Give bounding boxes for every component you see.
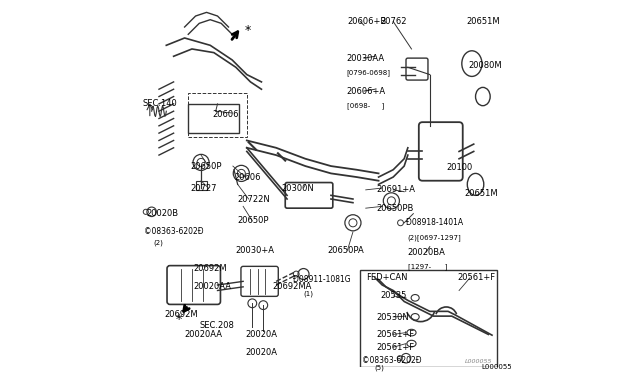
Text: 20762: 20762 <box>380 17 407 26</box>
Text: *: * <box>245 24 252 37</box>
Text: [0698-     ]: [0698- ] <box>347 102 384 109</box>
Text: 20691+A: 20691+A <box>377 185 416 194</box>
Text: 20650PB: 20650PB <box>377 203 414 213</box>
Bar <box>360 270 497 368</box>
Text: 20080M: 20080M <box>468 61 502 70</box>
Text: 20020B: 20020B <box>146 209 179 218</box>
Text: [0796-0698]: [0796-0698] <box>347 70 390 76</box>
Text: (5): (5) <box>374 364 384 371</box>
Text: FED+CAN: FED+CAN <box>365 273 407 282</box>
Text: (2)[0697-1297]: (2)[0697-1297] <box>408 234 461 241</box>
Text: 20020AA: 20020AA <box>184 330 223 339</box>
Text: [1297-      ]: [1297- ] <box>408 263 447 270</box>
Text: (1): (1) <box>303 291 314 298</box>
Text: 20727: 20727 <box>190 183 216 193</box>
Text: 20650PA: 20650PA <box>327 246 364 255</box>
Text: 20650P: 20650P <box>237 217 269 225</box>
Text: L000055: L000055 <box>465 359 492 364</box>
Text: SEC.208: SEC.208 <box>199 321 234 330</box>
Text: 20606: 20606 <box>234 173 260 182</box>
Text: 20651M: 20651M <box>465 189 498 198</box>
Bar <box>196 181 207 190</box>
Text: ©08363-6202Đ: ©08363-6202Đ <box>362 356 422 365</box>
Text: (2): (2) <box>154 240 163 246</box>
Text: 20561+F: 20561+F <box>377 330 415 339</box>
Text: Ð08911-1081G: Ð08911-1081G <box>292 275 350 284</box>
Text: 20651M: 20651M <box>467 17 500 26</box>
Text: 20530N: 20530N <box>377 314 410 323</box>
Text: L000055: L000055 <box>481 364 511 371</box>
Text: Ð08918-1401A: Ð08918-1401A <box>406 218 463 227</box>
Text: 20692M: 20692M <box>194 264 227 273</box>
Text: 20300N: 20300N <box>282 183 314 193</box>
Text: *: * <box>175 313 182 326</box>
Text: 20561+F: 20561+F <box>377 343 415 352</box>
Text: 20020BA: 20020BA <box>408 248 445 257</box>
Text: SEC.140: SEC.140 <box>143 99 177 108</box>
Text: 20606+A: 20606+A <box>347 87 386 96</box>
Text: 20100: 20100 <box>446 163 472 172</box>
Text: 20650P: 20650P <box>190 161 221 171</box>
Text: 20020A: 20020A <box>245 330 277 339</box>
Text: 20606+B: 20606+B <box>348 17 387 26</box>
Text: 20535: 20535 <box>380 292 407 301</box>
Text: 20692M: 20692M <box>164 310 198 319</box>
Text: 20606: 20606 <box>212 110 239 119</box>
Text: 20561+F: 20561+F <box>457 273 495 282</box>
Text: 20692MA: 20692MA <box>273 282 312 291</box>
Text: ©08363-6202Đ: ©08363-6202Đ <box>143 227 204 237</box>
Text: 20030+A: 20030+A <box>236 246 275 255</box>
Text: 20030AA: 20030AA <box>347 54 385 62</box>
Text: 20020AA: 20020AA <box>194 282 232 291</box>
Text: 20020A: 20020A <box>245 348 277 357</box>
Text: 20722N: 20722N <box>237 195 271 203</box>
